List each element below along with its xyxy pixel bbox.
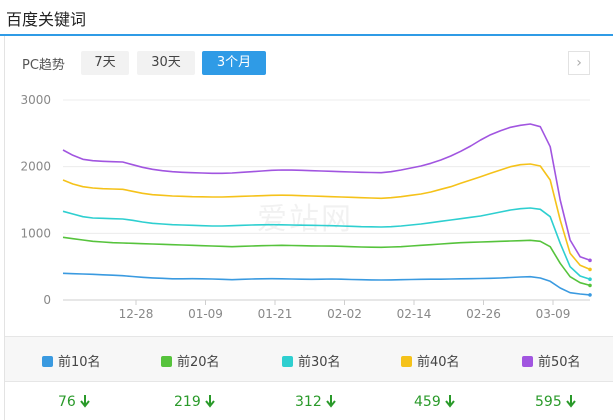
legend: 前10名 前20名 前30名 前40名 前50名 — [5, 336, 613, 382]
summary-value: 595 — [535, 394, 562, 410]
arrow-down-icon — [325, 395, 336, 408]
pc-trend-label: PC趋势 — [22, 58, 65, 73]
legend-label: 前40名 — [417, 355, 460, 370]
range-7d-button[interactable]: 7天 — [81, 51, 129, 75]
series-line-5 — [62, 123, 591, 262]
series-end-point-5 — [588, 258, 592, 263]
arrow-down-icon — [565, 395, 576, 408]
y-tick-label: 2000 — [20, 160, 51, 174]
summary-top10: 76 — [58, 394, 90, 410]
series-end-point-3 — [588, 277, 592, 281]
legend-swatch-icon — [522, 356, 533, 367]
page-title: 百度关键词 — [6, 10, 87, 29]
legend-swatch-icon — [42, 356, 53, 367]
series-line-2 — [62, 236, 591, 287]
chevron-right-icon[interactable]: › — [568, 51, 590, 75]
summary-top40: 459 — [414, 394, 455, 410]
arrow-down-icon — [80, 395, 90, 408]
x-tick-label: 01-21 — [258, 307, 293, 321]
summary-value: 219 — [174, 394, 201, 410]
y-tick-label: 1000 — [20, 226, 51, 240]
legend-label: 前50名 — [538, 355, 581, 370]
x-tick-label: 02-02 — [327, 307, 362, 321]
x-tick-label: 03-09 — [536, 307, 571, 321]
summary-value: 312 — [295, 394, 322, 410]
legend-swatch-icon — [401, 356, 412, 367]
trend-panel: PC趋势 7天 30天 3个月 › 爱站网 0 1000 2000 3000 12-28… — [4, 36, 613, 420]
arrow-down-icon — [204, 395, 215, 408]
legend-label: 前20名 — [177, 355, 220, 370]
x-tick-label: 01-09 — [188, 307, 223, 321]
range-3m-button[interactable]: 3个月 — [202, 51, 266, 75]
series-line-3 — [62, 207, 591, 280]
y-tick-label: 0 — [43, 293, 51, 307]
legend-label: 前10名 — [58, 355, 101, 370]
y-tick-label: 3000 — [20, 93, 51, 107]
summary-top50: 595 — [535, 394, 576, 410]
legend-label: 前30名 — [298, 355, 341, 370]
summary-value: 459 — [414, 394, 441, 410]
watermark: 爱站网 — [257, 202, 353, 237]
summary-value: 76 — [58, 394, 76, 410]
series-end-point-4 — [588, 267, 592, 272]
legend-item-top30[interactable]: 前30名 — [282, 351, 341, 370]
x-tick-label: 02-14 — [397, 307, 432, 321]
summary-top20: 219 — [174, 394, 215, 410]
legend-item-top20[interactable]: 前20名 — [161, 351, 220, 370]
x-tick-label: 12-28 — [119, 307, 154, 321]
legend-swatch-icon — [282, 356, 293, 367]
series-end-point-1 — [588, 293, 592, 297]
range-30d-button[interactable]: 30天 — [137, 51, 195, 75]
x-tick-label: 02-26 — [466, 307, 501, 321]
summary-top30: 312 — [295, 394, 336, 410]
title-underline — [0, 34, 613, 36]
legend-item-top50[interactable]: 前50名 — [522, 351, 581, 370]
legend-swatch-icon — [161, 356, 172, 367]
legend-item-top10[interactable]: 前10名 — [42, 351, 101, 370]
arrow-down-icon — [444, 395, 455, 408]
trend-chart: 0 1000 2000 3000 12-28 01-09 01-21 02-02 02-14 02… — [20, 93, 592, 321]
series-line-4 — [62, 163, 591, 271]
series-line-1 — [62, 272, 591, 296]
legend-item-top40[interactable]: 前40名 — [401, 351, 460, 370]
series-end-point-2 — [588, 283, 592, 288]
